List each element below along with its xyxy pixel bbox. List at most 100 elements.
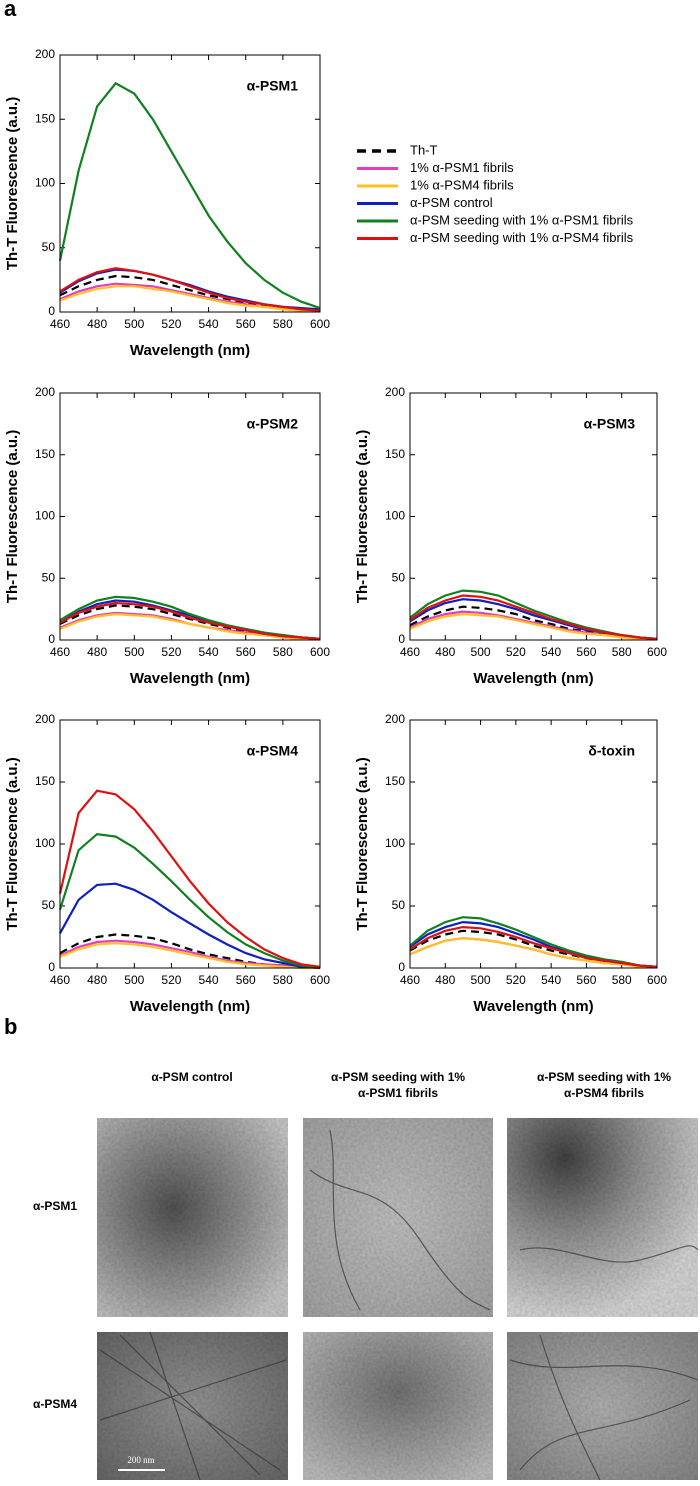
- chart-title: α-PSM2: [247, 416, 299, 432]
- series-line: [409, 925, 658, 968]
- y-tick-label: 200: [385, 712, 405, 726]
- y-tick-label: 0: [398, 960, 405, 974]
- column-header: α-PSM seeding with 1%: [331, 1070, 465, 1084]
- x-tick-label: 480: [435, 973, 455, 987]
- plot-frame: [59, 392, 321, 641]
- y-tick-label: 100: [35, 176, 55, 190]
- x-tick-label: 560: [236, 973, 256, 987]
- y-tick-label: 50: [42, 898, 56, 912]
- column-header: α-PSM1 fibrils: [358, 1086, 438, 1100]
- x-tick-label: 500: [471, 645, 491, 659]
- y-tick-label: 200: [385, 385, 405, 399]
- series-line: [409, 916, 658, 968]
- chart: 0 50 100 150 200 460 480 500 520 540 560 580 600 α-PS…: [4, 47, 634, 359]
- x-tick-label: 500: [471, 973, 491, 987]
- fibrils: [99, 1129, 699, 1481]
- x-tick-label: 600: [310, 645, 330, 659]
- micrograph: [507, 1118, 698, 1317]
- micrograph: [97, 1118, 288, 1317]
- panel-label: a: [4, 0, 17, 21]
- y-tick-label: 150: [35, 447, 55, 461]
- series-line: [58, 832, 321, 970]
- series-line: [59, 942, 320, 970]
- y-tick-label: 150: [35, 774, 55, 788]
- y-axis-label: Th-T Fluorescence (a.u.): [4, 430, 21, 603]
- y-tick-label: 0: [48, 304, 55, 318]
- x-tick-label: 560: [236, 645, 256, 659]
- x-tick-label: 460: [50, 973, 70, 987]
- chart-title: α-PSM3: [584, 416, 636, 432]
- column-header: α-PSM control: [151, 1070, 232, 1084]
- x-axis-label: Wavelength (nm): [130, 342, 250, 359]
- y-tick-label: 50: [392, 898, 406, 912]
- x-tick-label: 600: [310, 317, 330, 331]
- x-tick-label: 500: [124, 317, 144, 331]
- plot-frame: [409, 392, 658, 641]
- series-line: [58, 789, 321, 968]
- chart-title: α-PSM1: [247, 78, 299, 94]
- y-axis-label: Th-T Fluorescence (a.u.): [4, 97, 21, 270]
- x-tick-label: 460: [400, 645, 420, 659]
- y-tick-label: 200: [35, 47, 55, 61]
- x-tick-label: 580: [273, 645, 293, 659]
- series-line: [58, 81, 321, 310]
- column-header: α-PSM seeding with 1%: [537, 1070, 671, 1084]
- chart: 0 50 100 150 200 460 480 500 520 540 560 580 600 α-PS…: [354, 385, 667, 687]
- y-tick-label: 100: [385, 836, 405, 850]
- legend-label: Th-T: [410, 142, 438, 157]
- x-axis-label: Wavelength (nm): [130, 998, 250, 1015]
- micrograph: [303, 1118, 493, 1317]
- x-axis-label: Wavelength (nm): [130, 670, 250, 687]
- row-label: α-PSM1: [33, 1199, 77, 1213]
- x-tick-label: 560: [236, 317, 256, 331]
- x-tick-label: 560: [576, 645, 596, 659]
- x-tick-label: 600: [647, 973, 667, 987]
- x-tick-label: 500: [124, 973, 144, 987]
- micrograph: [303, 1332, 493, 1480]
- micrograph: [97, 1332, 288, 1480]
- y-tick-label: 50: [42, 240, 56, 254]
- x-axis-label: Wavelength (nm): [473, 998, 593, 1015]
- x-tick-label: 520: [506, 973, 526, 987]
- y-tick-label: 200: [35, 385, 55, 399]
- series-line: [409, 598, 658, 640]
- series-line: [59, 267, 321, 312]
- micrograph-grid: 200 nm: [97, 1118, 699, 1481]
- y-tick-label: 50: [42, 570, 56, 584]
- y-tick-label: 0: [48, 960, 55, 974]
- y-axis-label: Th-T Fluorescence (a.u.): [354, 757, 371, 930]
- series-line: [409, 612, 657, 640]
- series-line: [59, 882, 321, 970]
- x-tick-label: 520: [161, 645, 181, 659]
- x-tick-label: 600: [310, 973, 330, 987]
- x-tick-label: 540: [199, 645, 219, 659]
- chart-title: α-PSM4: [247, 743, 299, 759]
- legend-label: α-PSM control: [410, 195, 493, 210]
- legend-label: 1% α-PSM4 fibrils: [410, 177, 514, 192]
- x-tick-label: 480: [87, 317, 107, 331]
- plot-frame: [59, 54, 321, 313]
- x-tick-label: 580: [273, 317, 293, 331]
- chart-title: δ-toxin: [588, 743, 635, 759]
- x-tick-label: 460: [50, 645, 70, 659]
- legend-label: α-PSM seeding with 1% α-PSM1 fibrils: [410, 212, 634, 227]
- x-tick-label: 540: [541, 645, 561, 659]
- series-line: [59, 595, 321, 640]
- x-tick-label: 480: [435, 645, 455, 659]
- legend-label: α-PSM seeding with 1% α-PSM4 fibrils: [410, 230, 634, 245]
- series-line: [59, 285, 320, 312]
- x-tick-label: 540: [541, 973, 561, 987]
- y-tick-label: 100: [35, 836, 55, 850]
- x-tick-label: 520: [161, 973, 181, 987]
- x-tick-label: 520: [506, 645, 526, 659]
- x-tick-label: 460: [50, 317, 70, 331]
- x-tick-label: 560: [576, 973, 596, 987]
- y-tick-label: 100: [35, 509, 55, 523]
- series-line: [409, 920, 658, 968]
- scale-bar-label: 200 nm: [127, 1455, 154, 1465]
- x-tick-label: 540: [199, 973, 219, 987]
- plot-frame: [409, 719, 658, 969]
- y-tick-label: 50: [392, 570, 406, 584]
- x-tick-label: 460: [400, 973, 420, 987]
